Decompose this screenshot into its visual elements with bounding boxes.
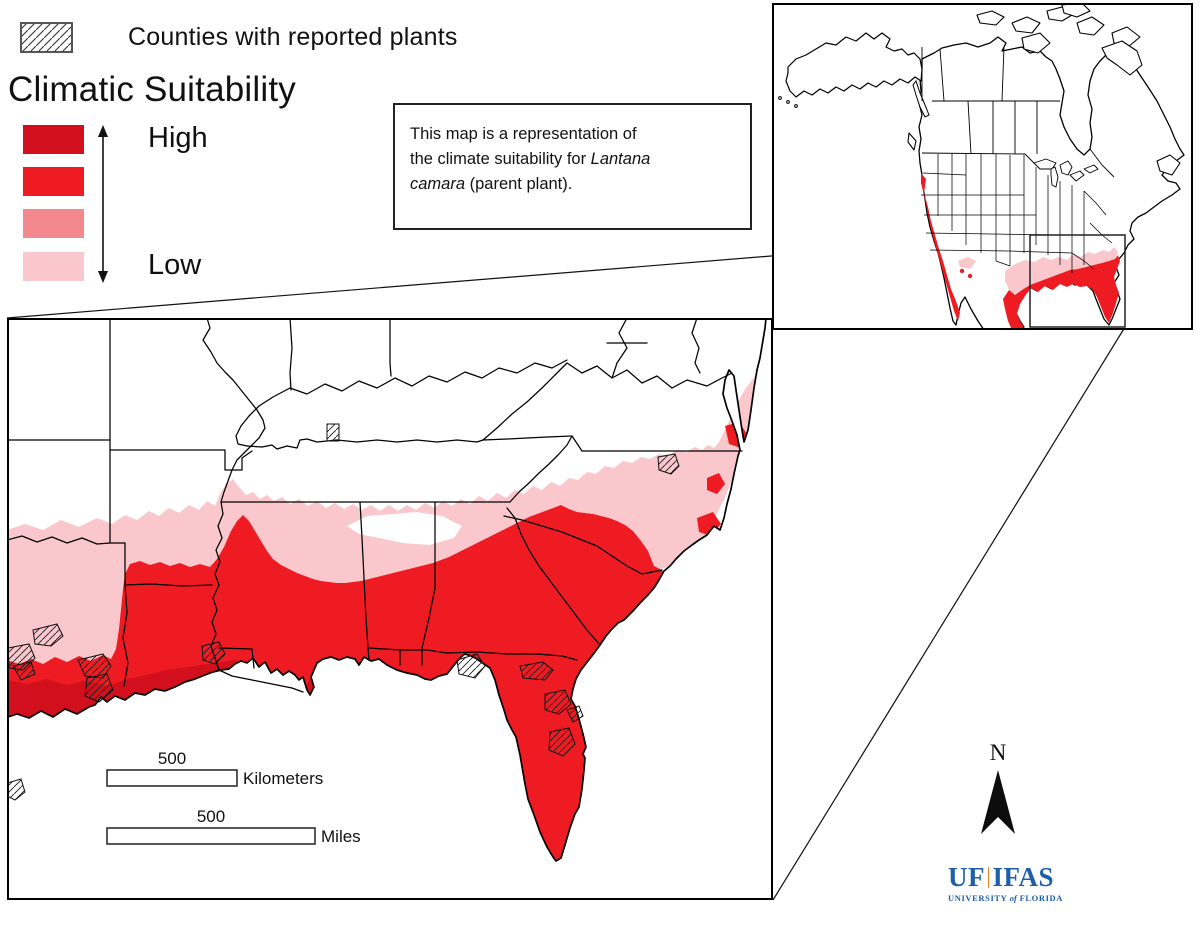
species-name-part2: camara (410, 175, 466, 193)
logo-subtitle-university: UNIVERSITY (948, 893, 1008, 903)
scale-km-bar (106, 769, 238, 787)
high-low-arrow-icon (98, 125, 108, 283)
aleutian-islands (778, 96, 798, 108)
low-label: Low (148, 249, 202, 281)
uf-ifas-logo: UF IFAS UNIVERSITY of FLORIDA (948, 862, 1062, 903)
inset-west-coast-red (921, 173, 960, 321)
species-name-part1: Lantana (590, 150, 651, 168)
scale-mi-bar (106, 827, 316, 845)
scale-km-value: 500 (158, 749, 186, 768)
inset-south-red-band (1003, 255, 1120, 330)
scale-mi-unit: Miles (321, 827, 361, 846)
swatch-medium-low (23, 209, 84, 238)
north-arrow: N (972, 740, 1024, 836)
high-label: High (148, 122, 208, 154)
logo-ifas: IFAS (992, 862, 1054, 892)
inset-south-pink-band (1005, 247, 1118, 295)
arctic-islands (907, 3, 1181, 176)
hatched-counties-swatch (20, 22, 73, 53)
ocean (8, 319, 772, 899)
map-description-box: This map is a representation of the clim… (393, 103, 752, 230)
note-line1: This map is a representation of (410, 125, 637, 143)
inset-southwest-pink (958, 257, 976, 269)
north-label: N (989, 740, 1007, 765)
inset-southwest-red-spot2 (967, 273, 973, 279)
logo-divider (988, 867, 990, 888)
note-line3: (parent plant). (465, 175, 573, 193)
reported-county-hatches (8, 423, 680, 801)
legend-title: Climatic Suitability (8, 70, 296, 109)
logo-subtitle: UNIVERSITY of FLORIDA (948, 893, 1062, 903)
scale-km-unit: Kilometers (243, 769, 323, 788)
canada-borders (921, 46, 1115, 178)
north-arrow-icon (981, 770, 1015, 834)
state-borders (8, 319, 743, 693)
inset-map (772, 3, 1193, 330)
main-map: 500 Kilometers 500 Miles (7, 318, 773, 900)
us-state-borders (921, 154, 1113, 273)
inset-southwest-red-spot1 (959, 268, 965, 274)
swatch-low (23, 252, 84, 281)
scale-bars: 500 Kilometers 500 Miles (106, 749, 361, 846)
inset-map-frame (772, 3, 1193, 330)
note-line2: the climate suitability for (410, 150, 591, 168)
scale-mi-value: 500 (197, 807, 225, 826)
main-map-frame (7, 318, 773, 900)
logo-uf: UF (948, 862, 985, 892)
logo-subtitle-florida: FLORIDA (1019, 893, 1064, 903)
great-lakes (1033, 158, 1099, 188)
alaska (785, 32, 923, 98)
extent-rectangle (1029, 234, 1126, 328)
counties-legend-label: Counties with reported plants (128, 23, 458, 51)
logo-subtitle-of: of (1009, 893, 1017, 903)
pink-gap (347, 512, 462, 545)
swatch-medium-high (23, 167, 84, 196)
swatch-high (23, 125, 84, 154)
